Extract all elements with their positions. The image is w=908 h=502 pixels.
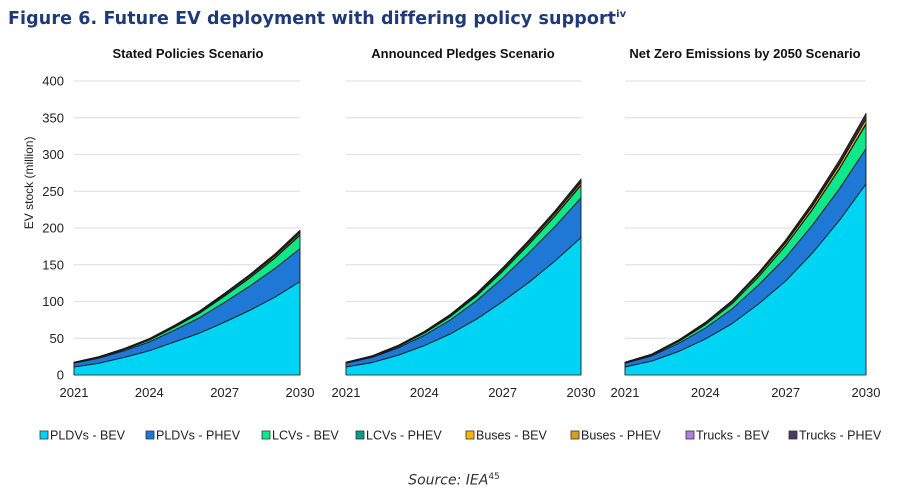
legend-swatch [355, 430, 365, 440]
legend-label: Buses - PHEV [581, 429, 662, 443]
y-tick-label: 400 [42, 74, 64, 89]
legend-label: PLDVs - PHEV [156, 429, 241, 443]
source-caption: Source: IEA45 [0, 472, 908, 489]
y-tick-label: 250 [42, 184, 64, 199]
x-tick-label: 2024 [135, 385, 164, 400]
legend-label: LCVs - BEV [272, 429, 339, 443]
source-text: Source: IEA [408, 472, 489, 489]
x-tick-label: 2027 [210, 385, 239, 400]
x-tick-label: 2027 [771, 385, 800, 400]
legend-label: Buses - BEV [476, 429, 548, 443]
area-trucks-phev [624, 113, 867, 363]
y-axis-label: EV stock (million) [22, 137, 36, 230]
x-tick-label: 2021 [332, 385, 361, 400]
y-tick-label: 300 [42, 147, 64, 162]
legend-swatch [788, 430, 798, 440]
x-tick-label: 2030 [567, 385, 596, 400]
x-tick-label: 2030 [852, 385, 881, 400]
source-superscript: 45 [488, 472, 500, 482]
y-tick-label: 150 [42, 257, 64, 272]
legend-label: PLDVs - BEV [50, 429, 126, 443]
x-tick-label: 2024 [410, 385, 439, 400]
legend-swatch [465, 430, 475, 440]
area-trucks-phev [345, 178, 582, 363]
figure-title-superscript: iv [616, 9, 627, 21]
legend-swatch [685, 430, 695, 440]
y-tick-label: 350 [42, 110, 64, 125]
y-tick-label: 0 [57, 368, 64, 383]
area-trucks-phev [73, 229, 301, 363]
panel-title: Stated Policies Scenario [112, 46, 263, 61]
y-tick-label: 100 [42, 294, 64, 309]
x-tick-label: 2021 [60, 385, 89, 400]
legend-label: Trucks - BEV [696, 429, 770, 443]
x-tick-label: 2027 [488, 385, 517, 400]
panel-title: Announced Pledges Scenario [371, 46, 555, 61]
legend-label: LCVs - PHEV [366, 429, 442, 443]
panel-title: Net Zero Emissions by 2050 Scenario [629, 46, 860, 61]
legend-swatch [145, 430, 155, 440]
legend-swatch [39, 430, 49, 440]
y-tick-label: 200 [42, 221, 64, 236]
y-tick-label: 50 [50, 331, 64, 346]
legend-swatch [261, 430, 271, 440]
figure-title-text: Figure 6. Future EV deployment with diff… [8, 9, 617, 29]
x-tick-label: 2021 [611, 385, 640, 400]
legend-swatch [570, 430, 580, 440]
x-tick-label: 2024 [691, 385, 720, 400]
x-tick-label: 2030 [286, 385, 315, 400]
legend-label: Trucks - PHEV [799, 429, 882, 443]
figure-title: Figure 6. Future EV deployment with diff… [8, 9, 626, 29]
